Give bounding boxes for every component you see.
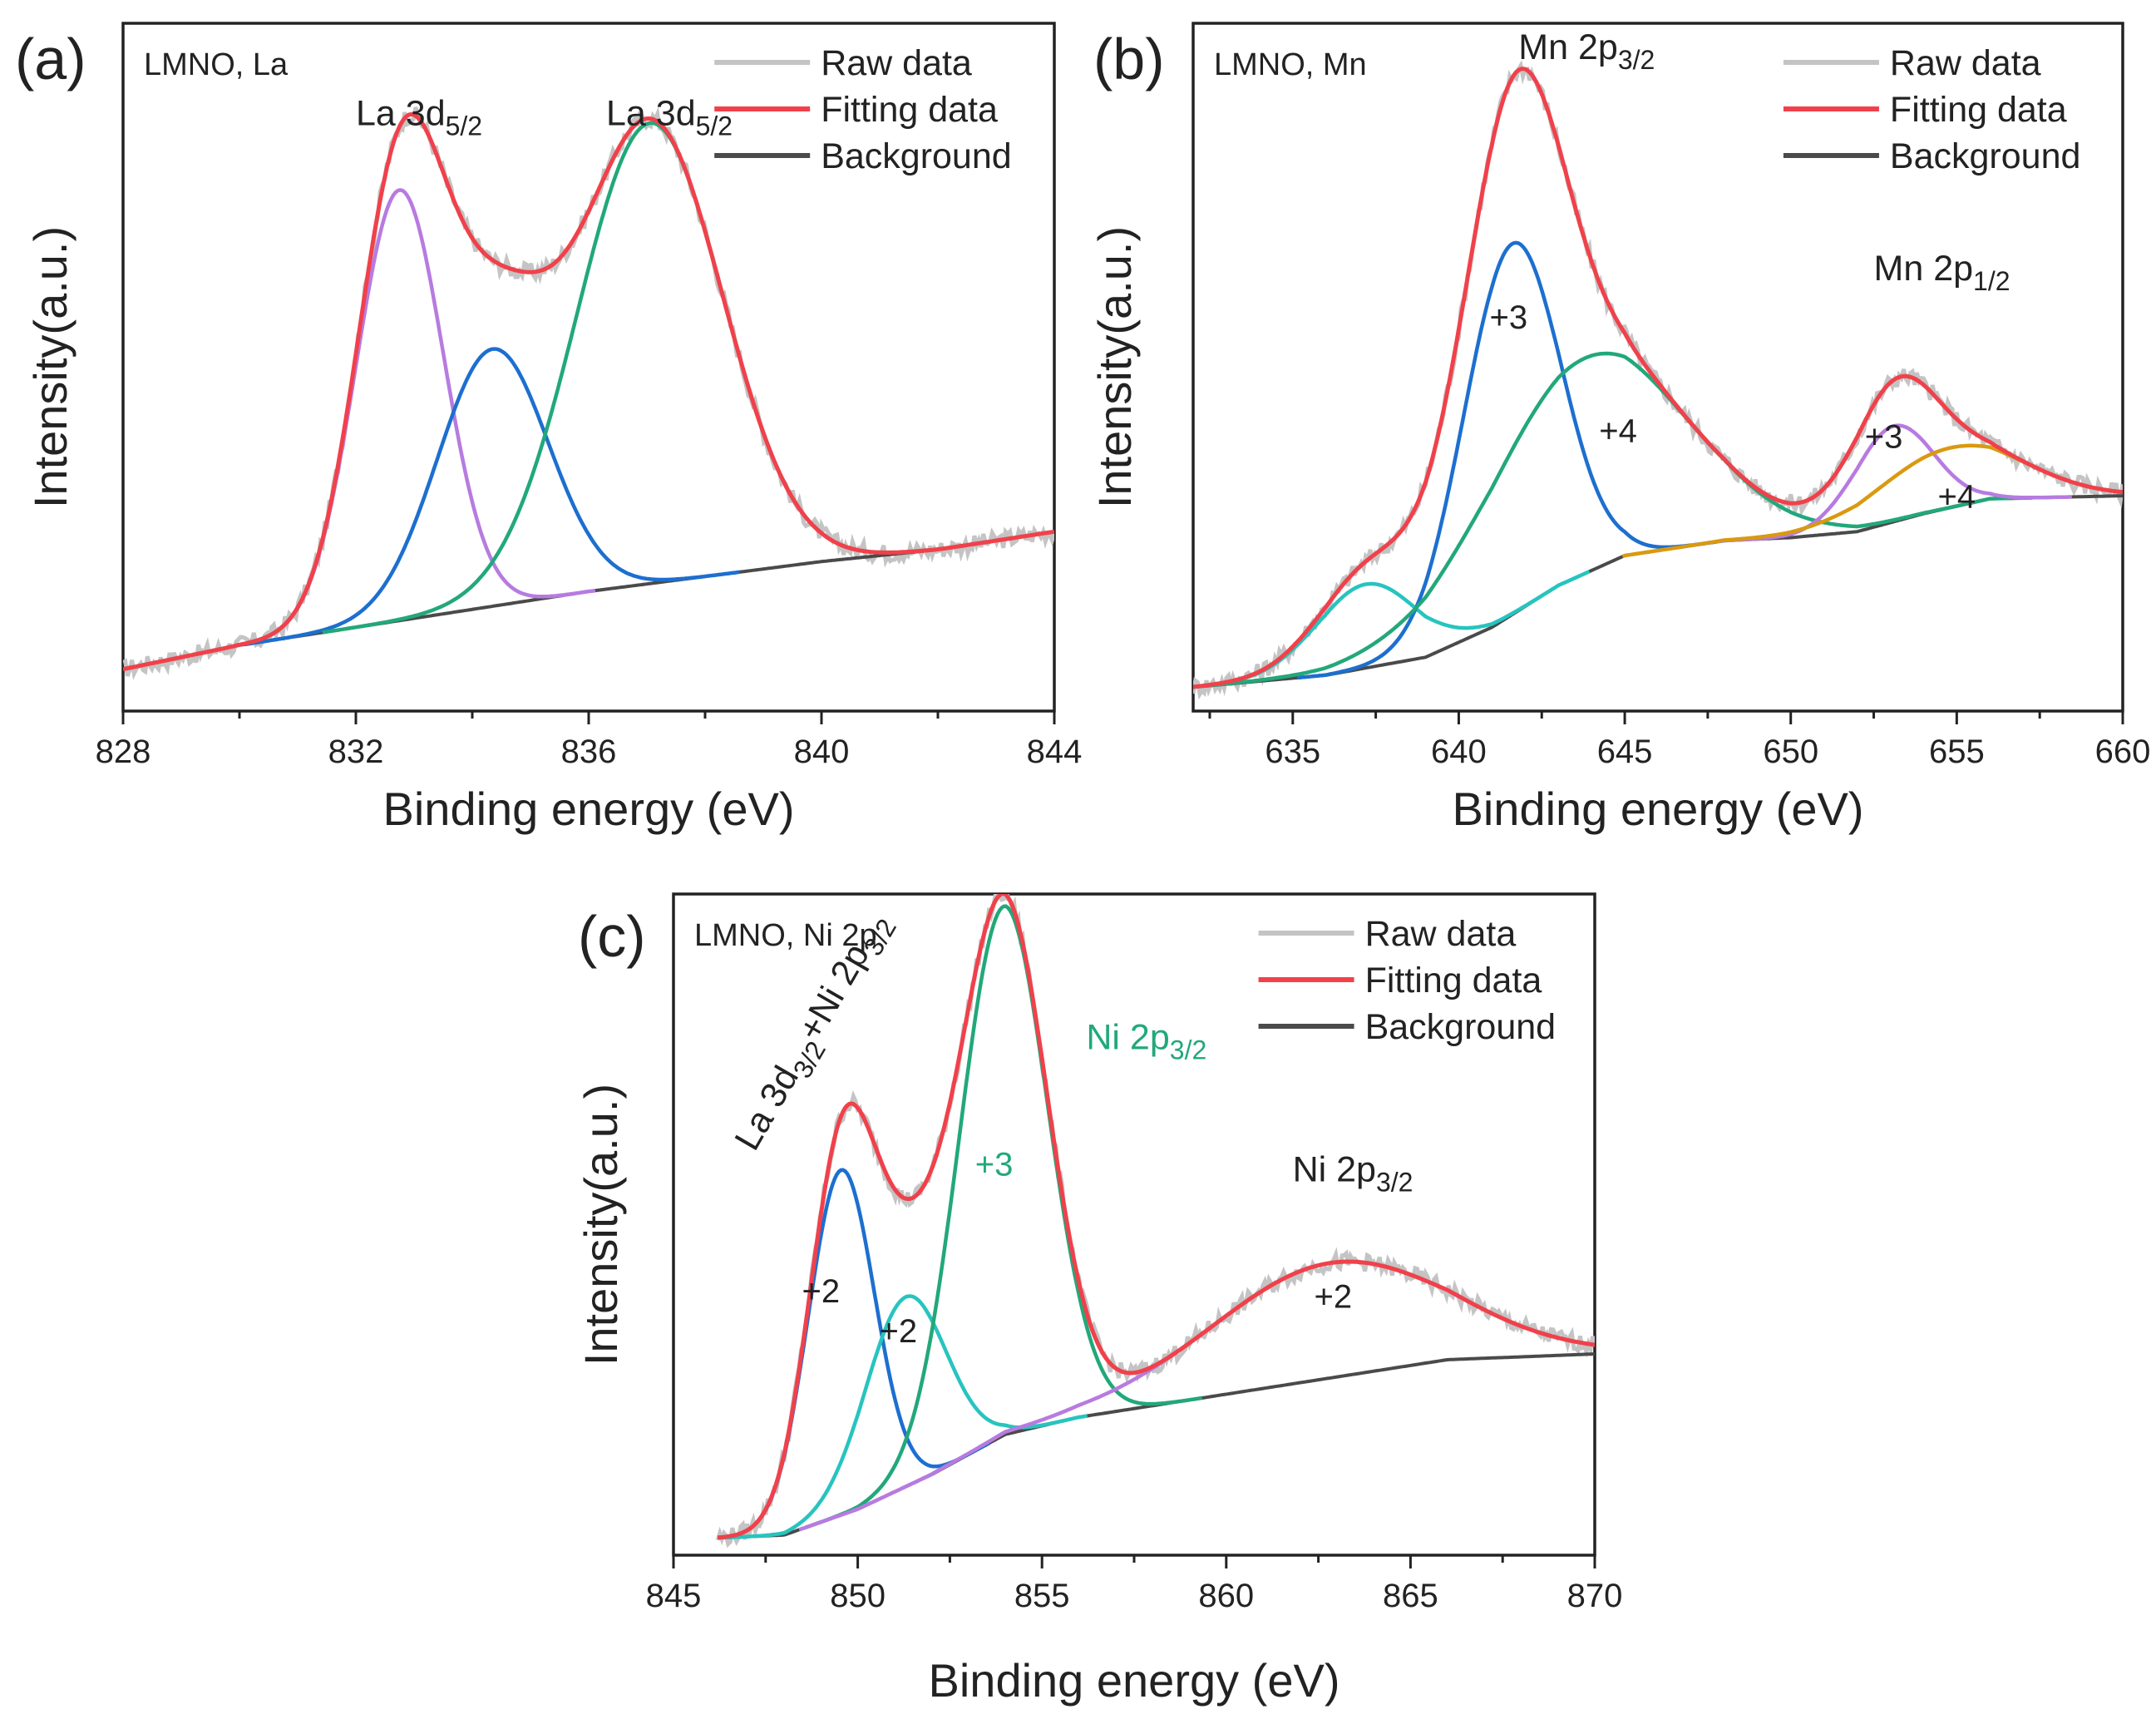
component-peak-2 [1193, 351, 2032, 689]
x-tick-label: 635 [1265, 734, 1320, 770]
legend-entry: Fitting data [1890, 90, 2067, 130]
component-peak-2 [804, 904, 1203, 1529]
plot-frame [1191, 22, 2124, 713]
oxidation-label: +2 [802, 1273, 840, 1310]
x-tick-label: 828 [96, 734, 151, 770]
legend-entry: Background [821, 136, 1011, 176]
peak-label: Ni 2p3/2 [1086, 1018, 1206, 1065]
sample-title: LMNO, La [144, 47, 289, 82]
oxidation-label: +2 [1315, 1279, 1353, 1316]
component-peak-0 [205, 188, 596, 655]
x-tick-label: 860 [1198, 1578, 1254, 1614]
x-tick-label: 650 [1763, 734, 1818, 770]
fitting-data-line [718, 894, 1595, 1540]
x-tick-label: 845 [646, 1578, 702, 1614]
sample-title: LMNO, Ni 2p [694, 918, 877, 953]
legend-entry: Raw data [1890, 43, 2041, 83]
component-peak-3 [1714, 423, 2072, 544]
x-tick-label: 865 [1383, 1578, 1438, 1614]
y-axis-label: Intensity(a.u.) [575, 1084, 627, 1366]
x-tick-label: 655 [1929, 734, 1985, 770]
x-tick-label: 660 [2095, 734, 2151, 770]
curves [123, 106, 1054, 680]
oxidation-label: +3 [975, 1147, 1014, 1183]
oxidation-label: +4 [1938, 478, 1976, 515]
peak-label: Mn 2p1/2 [1874, 249, 2010, 296]
legend-entry: Raw data [821, 43, 972, 83]
legend-entry: Background [1365, 1007, 1557, 1047]
legend-entry: Fitting data [1365, 961, 1542, 1000]
component-peak-1 [723, 1294, 1088, 1540]
legend-entry: Fitting data [821, 90, 998, 130]
x-axis-label: Binding energy (eV) [1453, 783, 1864, 835]
x-tick-label: 844 [1027, 734, 1083, 770]
chart-panel-2: 845 850 855 860 865 870 Binding energy (eV) Int… [575, 892, 1623, 1707]
curves [1193, 60, 2123, 700]
legend-entry: Raw data [1365, 914, 1517, 954]
curves [715, 894, 1595, 1549]
component-peak-1 [1296, 240, 1727, 680]
peak-label: La 3d5/2 [606, 93, 733, 141]
peak-label: Ni 2p3/2 [1293, 1150, 1413, 1198]
x-tick-label: 640 [1431, 734, 1487, 770]
x-tick-label: 850 [830, 1578, 886, 1614]
panel-label: (c) [578, 904, 646, 969]
chart-panel-1: 635 640 645 650 655 660 Binding energy (eV) Int… [1088, 22, 2151, 835]
chart-panel-0: 828 832 836 840 844 Binding energy (eV) Intens… [15, 22, 1083, 835]
panel-label: (b) [1093, 27, 1165, 91]
fitting-data-line [123, 111, 1054, 672]
x-tick-label: 870 [1567, 1578, 1623, 1614]
oxidation-label: +2 [880, 1313, 918, 1350]
fitting-data-line [1193, 67, 2123, 689]
legend-entry: Background [1890, 136, 2081, 176]
sample-title: LMNO, Mn [1214, 47, 1367, 82]
oxidation-label: +3 [1865, 419, 1903, 456]
y-axis-label: Intensity(a.u.) [1088, 226, 1141, 508]
x-tick-label: 836 [561, 734, 617, 770]
x-axis-label: Binding energy (eV) [383, 783, 795, 835]
x-tick-label: 840 [794, 734, 850, 770]
x-tick-label: 645 [1597, 734, 1653, 770]
x-axis-label: Binding energy (eV) [929, 1654, 1340, 1707]
x-tick-label: 832 [328, 734, 384, 770]
peak-label: Mn 2p3/2 [1518, 27, 1655, 75]
component-peak-1 [244, 347, 740, 647]
x-tick-label: 855 [1014, 1578, 1070, 1614]
component-peak-4 [1621, 443, 2123, 559]
y-axis-label: Intensity(a.u.) [24, 226, 76, 508]
oxidation-label: +4 [1599, 412, 1637, 449]
oxidation-label: +3 [1490, 299, 1528, 336]
peak-label: La 3d5/2 [356, 93, 482, 141]
panel-label: (a) [15, 27, 86, 91]
